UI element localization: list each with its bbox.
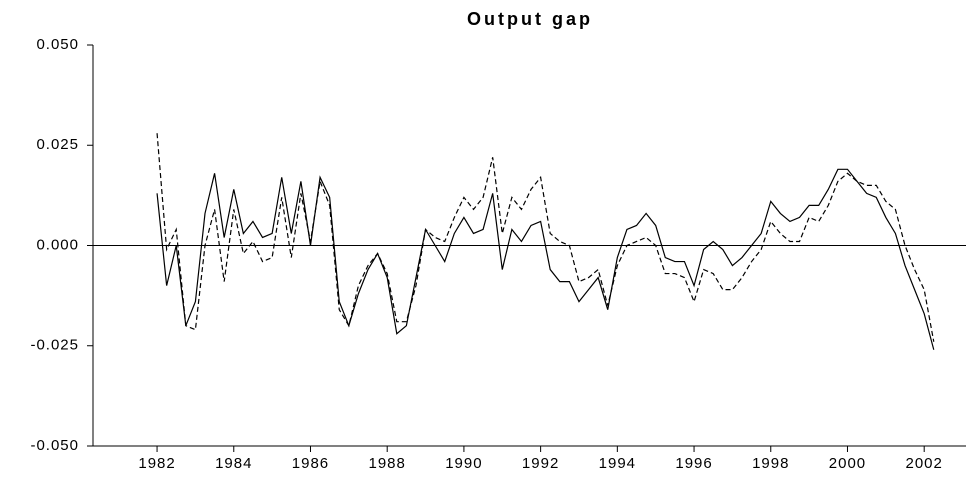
y-tick-label: -0.025 bbox=[30, 337, 79, 354]
y-tick-label: 0.000 bbox=[36, 236, 79, 253]
x-tick-label: 1994 bbox=[599, 455, 636, 472]
y-tick-label: 0.025 bbox=[36, 136, 79, 153]
x-tick-label: 1996 bbox=[675, 455, 712, 472]
x-tick-label: 1990 bbox=[445, 455, 482, 472]
x-tick-label: 1998 bbox=[752, 455, 789, 472]
x-tick-label: 2002 bbox=[906, 455, 943, 472]
series-line bbox=[156, 168, 935, 350]
chart-title: Output gap bbox=[467, 9, 593, 29]
x-tick-label: 2000 bbox=[829, 455, 866, 472]
x-tick-label: 1988 bbox=[369, 455, 406, 472]
y-tick-label: 0.050 bbox=[36, 36, 79, 53]
x-tick-label: 1992 bbox=[522, 455, 559, 472]
y-tick-label: -0.050 bbox=[30, 437, 79, 454]
series-line bbox=[156, 133, 935, 342]
x-tick-label: 1982 bbox=[138, 455, 175, 472]
x-tick-label: 1984 bbox=[215, 455, 252, 472]
x-tick-label: 1986 bbox=[292, 455, 329, 472]
